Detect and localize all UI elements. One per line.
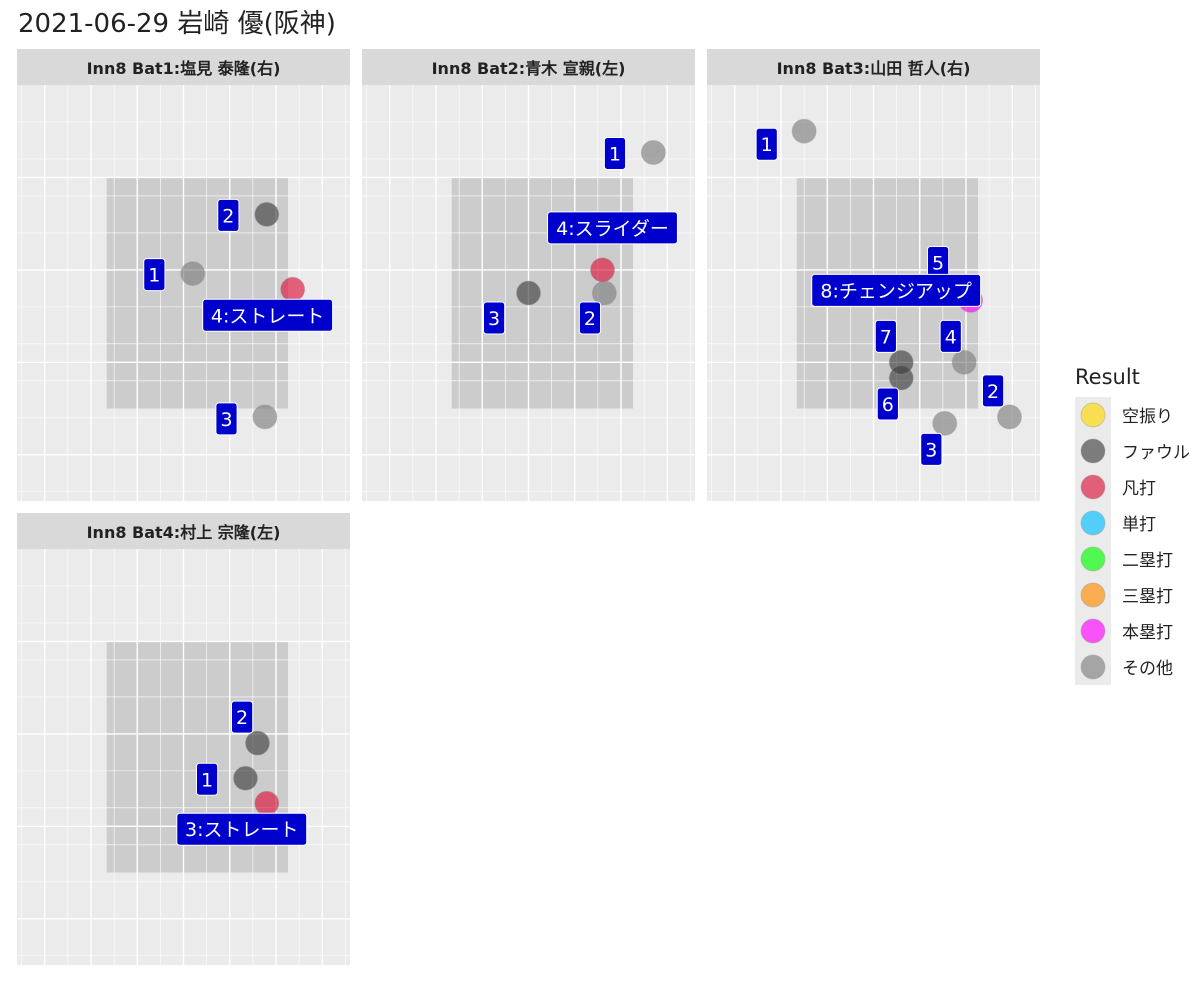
pitch-label-box: [215, 402, 238, 436]
pitch-label-box: [876, 387, 899, 421]
pitch-label: 5: [932, 253, 944, 275]
pitch-label: 1: [609, 143, 621, 165]
pitch-point: [996, 404, 1022, 430]
facet-panel: Inn8 Bat1:塩見 泰隆(右) 1 2 3 4:ストレート: [17, 49, 350, 501]
facet-panels: Inn8 Bat1:塩見 泰隆(右) 1 2 3 4:ストレート Inn8 Bat2:青木…: [17, 49, 1040, 965]
facet-strip: [362, 49, 695, 85]
pitch-label-box: [143, 258, 166, 292]
pitch-point: [254, 790, 280, 816]
pitch-point: [252, 404, 278, 430]
chart-title: 2021-06-29 岩崎 優(阪神): [18, 9, 336, 39]
legend-swatch: [1080, 474, 1106, 500]
pitch-point: [180, 261, 206, 287]
legend-label: 凡打: [1122, 479, 1156, 499]
pitch-label: 2: [236, 707, 248, 729]
facet-title: Inn8 Bat2:青木 宣親(左): [432, 59, 626, 78]
legend-swatch: [1080, 654, 1106, 680]
legend-label: 空振り: [1122, 407, 1173, 427]
facet-panel: Inn8 Bat3:山田 哲人(右) 1 2 3 4 5 6 7 8:チェンジアップ: [707, 49, 1040, 501]
pitch-label-box: [547, 211, 678, 245]
pitch-point: [791, 118, 817, 144]
legend-swatch: [1080, 618, 1106, 644]
pitch-label-box: [939, 319, 962, 353]
legend-label: 本塁打: [1122, 623, 1173, 643]
pitch-label-box: [874, 319, 897, 353]
pitch-point: [245, 730, 270, 756]
pitch-label-box: [755, 127, 778, 161]
pitch-point: [590, 257, 615, 283]
pitch-label: 3: [220, 409, 232, 431]
pitch-label: 2: [222, 205, 234, 227]
pitch-point: [516, 280, 541, 306]
facet-strip: [17, 513, 350, 549]
legend-label: その他: [1122, 659, 1173, 679]
legend-label: ファウル: [1122, 443, 1190, 463]
pitch-label-box: [231, 700, 254, 734]
legend-swatch: [1080, 582, 1106, 608]
pitch-label: 8:チェンジアップ: [820, 280, 972, 302]
facet-title: Inn8 Bat4:村上 宗隆(左): [87, 523, 281, 542]
legend-label: 二塁打: [1122, 551, 1173, 571]
pitch-label: 4:ストレート: [211, 305, 325, 327]
pitch-label: 1: [148, 265, 160, 287]
pitch-label: 4: [945, 326, 957, 348]
pitch-point: [591, 280, 617, 306]
pitch-label-box: [811, 273, 982, 307]
pitch-point: [888, 349, 914, 375]
pitch-label-box: [603, 136, 627, 170]
legend-swatch: [1080, 438, 1106, 464]
legend-swatch: [1080, 510, 1106, 536]
pitch-label: 6: [882, 394, 894, 416]
pitch-label: 3: [488, 308, 500, 330]
legend-swatch: [1080, 402, 1106, 428]
legend-swatch: [1080, 546, 1106, 572]
facet-panel: Inn8 Bat2:青木 宣親(左) 1 2 3 4:スライダー: [362, 49, 695, 501]
facet-panel: Inn8 Bat4:村上 宗隆(左) 1 2 3:ストレート: [17, 513, 350, 965]
pitch-point: [640, 139, 666, 165]
pitch-label: 3:ストレート: [185, 819, 299, 841]
facet-strip: [707, 49, 1040, 85]
legend-label: 三塁打: [1122, 587, 1173, 607]
pitch-point: [932, 410, 958, 436]
pitch-label: 3: [925, 439, 937, 461]
facet-strip: [17, 49, 350, 85]
legend-title: Result: [1075, 365, 1140, 389]
pitch-label: 7: [880, 326, 892, 348]
pitch-point: [232, 765, 258, 791]
facet-title: Inn8 Bat1:塩見 泰隆(右): [87, 59, 281, 78]
pitch-point: [280, 276, 306, 302]
pitch-label: 2: [584, 308, 596, 330]
pitch-label: 1: [201, 769, 213, 791]
pitch-label-box: [483, 301, 506, 335]
pitch-label-box: [195, 762, 219, 796]
pitch-label-box: [578, 301, 602, 335]
pitch-label-box: [202, 298, 334, 332]
facet-title: Inn8 Bat3:山田 哲人(右): [777, 59, 971, 78]
legend-label: 単打: [1122, 515, 1156, 535]
pitch-label-box: [217, 198, 240, 232]
pitch-label: 4:スライダー: [556, 218, 669, 240]
pitch-point: [951, 349, 977, 375]
pitch-point: [254, 201, 280, 227]
pitch-label: 2: [987, 381, 999, 403]
pitch-label-box: [176, 812, 308, 846]
pitch-label-box: [981, 374, 1005, 408]
pitch-label-box: [920, 432, 943, 466]
pitch-label: 1: [761, 134, 773, 156]
